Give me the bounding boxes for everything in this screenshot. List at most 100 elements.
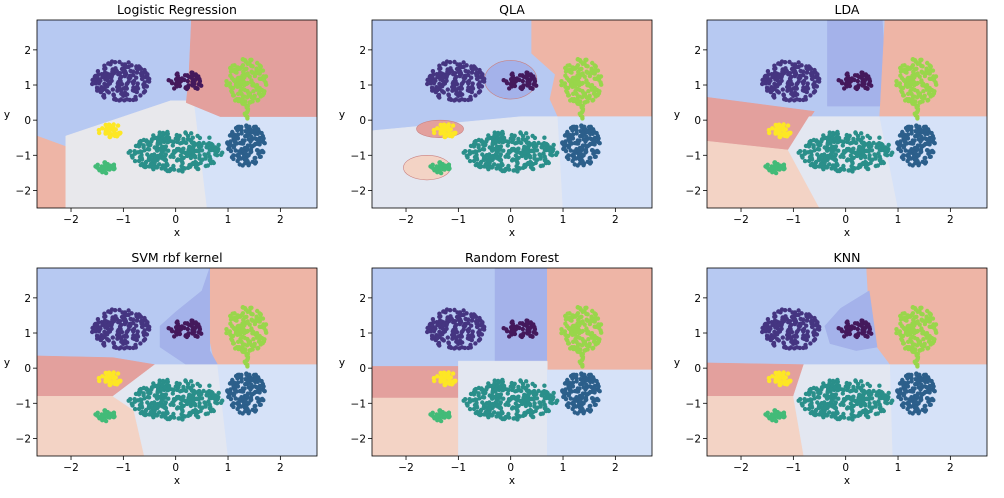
data-point xyxy=(580,379,585,384)
data-point xyxy=(567,385,573,390)
data-point xyxy=(216,142,221,148)
data-point xyxy=(124,81,129,87)
data-point xyxy=(877,158,882,163)
data-point xyxy=(228,332,233,337)
data-point xyxy=(776,90,781,95)
data-point xyxy=(778,163,783,168)
data-point xyxy=(542,147,547,152)
decision-region xyxy=(494,268,548,362)
data-point xyxy=(211,145,217,150)
data-point xyxy=(524,131,529,136)
data-point xyxy=(138,389,143,394)
decision-region xyxy=(159,268,218,369)
data-point xyxy=(189,318,194,323)
data-point xyxy=(589,67,594,72)
data-point xyxy=(143,160,148,165)
data-point xyxy=(245,379,250,384)
data-point xyxy=(912,82,917,88)
x-axis-label: x xyxy=(509,475,515,487)
data-point xyxy=(584,63,589,69)
data-point xyxy=(794,329,799,335)
data-point xyxy=(443,134,448,139)
data-point xyxy=(809,76,815,82)
data-point xyxy=(593,68,598,73)
data-point xyxy=(590,379,595,384)
data-point xyxy=(772,311,777,316)
data-point xyxy=(808,341,813,346)
data-point xyxy=(178,153,183,158)
data-point xyxy=(532,80,537,86)
decision-region xyxy=(707,140,820,208)
data-point xyxy=(434,166,440,171)
data-point xyxy=(908,80,913,85)
data-point xyxy=(857,164,863,169)
data-point xyxy=(453,328,458,333)
data-point xyxy=(904,70,909,75)
data-point xyxy=(96,375,102,381)
data-point xyxy=(863,85,868,91)
data-point xyxy=(233,98,238,103)
data-point xyxy=(134,75,139,80)
data-point xyxy=(790,62,795,67)
data-point xyxy=(142,80,147,85)
data-point xyxy=(211,160,216,166)
axes-frame xyxy=(371,19,653,209)
data-point xyxy=(585,318,590,323)
data-point xyxy=(259,397,264,402)
chart-title: Logistic Regression xyxy=(117,2,237,17)
y-tick-label: −1 xyxy=(351,150,366,162)
data-point xyxy=(592,76,597,81)
data-point xyxy=(236,345,242,350)
data-point xyxy=(437,333,443,338)
data-point xyxy=(132,158,138,164)
data-point xyxy=(526,153,531,158)
data-point xyxy=(510,157,515,162)
data-point xyxy=(449,316,454,322)
data-point xyxy=(152,158,157,163)
data-point xyxy=(578,150,583,155)
data-point xyxy=(446,370,451,375)
data-point xyxy=(550,396,555,402)
data-point xyxy=(569,82,574,87)
data-point xyxy=(154,165,160,170)
data-point xyxy=(481,147,487,152)
data-point xyxy=(582,372,587,377)
data-point xyxy=(459,345,465,350)
data-point xyxy=(239,131,244,136)
data-point xyxy=(138,397,143,402)
data-point xyxy=(787,59,792,65)
data-point xyxy=(446,93,451,98)
data-point xyxy=(572,75,577,81)
data-point xyxy=(542,135,547,140)
chart-title: SVM rbf kernel xyxy=(131,250,222,265)
data-point xyxy=(798,316,803,322)
data-point xyxy=(190,160,196,166)
data-point xyxy=(575,346,580,351)
data-point xyxy=(106,61,111,66)
data-point xyxy=(538,411,543,417)
data-point xyxy=(906,156,911,162)
data-point xyxy=(513,153,518,158)
data-point xyxy=(228,313,233,319)
data-point xyxy=(931,74,936,79)
data-point xyxy=(442,372,447,378)
data-point xyxy=(575,95,581,100)
data-point xyxy=(452,307,457,313)
x-tick-label: −1 xyxy=(451,462,466,474)
data-point xyxy=(804,75,809,80)
data-point xyxy=(903,148,908,153)
data-point xyxy=(807,154,813,160)
data-point xyxy=(859,131,864,136)
data-point xyxy=(444,326,449,331)
data-point xyxy=(517,77,522,83)
y-tick-label: −2 xyxy=(686,185,701,197)
data-point xyxy=(111,164,117,169)
data-point xyxy=(136,406,142,412)
data-point xyxy=(587,403,592,409)
data-point xyxy=(524,318,529,323)
data-point xyxy=(587,155,592,161)
data-point xyxy=(586,124,592,130)
data-point xyxy=(159,387,164,392)
data-point xyxy=(781,93,786,98)
data-point xyxy=(437,314,442,319)
